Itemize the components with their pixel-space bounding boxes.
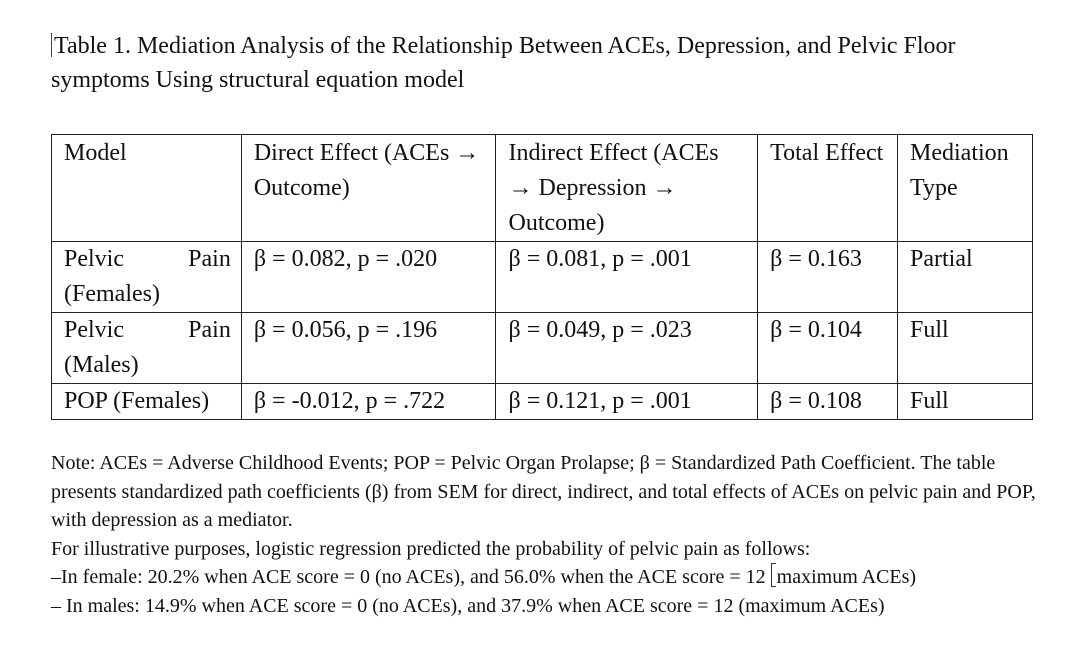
cell-total: β = 0.108 xyxy=(757,383,898,420)
note-illustration: For illustrative purposes, logistic regr… xyxy=(51,537,811,560)
table-caption: Table 1. Mediation Analysis of the Relat… xyxy=(51,29,1051,97)
note-female: –In female: 20.2% when ACE score = 0 (no… xyxy=(51,563,1051,592)
model-text-a: Pelvic xyxy=(64,246,124,272)
note-male: – In males: 14.9% when ACE score = 0 (no… xyxy=(51,594,885,617)
model-text-b: Pain xyxy=(188,246,231,272)
cell-indirect: β = 0.121, p = .001 xyxy=(495,383,759,420)
cell-indirect: β = 0.049, p = .023 xyxy=(495,312,759,384)
table-row: Pelvic Pain (Males) β = 0.056, p = .196 β… xyxy=(51,312,1033,384)
model-text-c: (Males) xyxy=(64,352,139,378)
cell-type: Partial xyxy=(897,241,1033,313)
header-row: Model Direct Effect (ACEs → Outcome) Ind… xyxy=(51,134,1033,242)
model-text-b: Pain xyxy=(188,317,231,343)
caption-text: Table 1. Mediation Analysis of the Relat… xyxy=(51,33,956,93)
model-text-c: (Females) xyxy=(64,281,160,307)
note-female-text: –In female: 20.2% when ACE score = 0 (no… xyxy=(51,566,771,588)
cell-direct: β = -0.012, p = .722 xyxy=(240,383,497,420)
table-note: Note: ACEs = Adverse Childhood Events; P… xyxy=(51,449,1051,620)
header-indirect-effect: Indirect Effect (ACEs → Depression → Out… xyxy=(495,134,759,242)
note-female-text-end: maximum ACEs) xyxy=(776,566,917,588)
cell-model: Pelvic Pain (Females) xyxy=(51,241,242,313)
table-row: POP (Females) β = -0.012, p = .722 β = 0… xyxy=(51,383,1033,420)
header-model: Model xyxy=(51,134,242,242)
note-definitions: Note: ACEs = Adverse Childhood Events; P… xyxy=(51,452,1036,531)
bracket-cursor xyxy=(770,563,776,587)
model-text-a: Pelvic xyxy=(64,317,124,343)
cell-direct: β = 0.082, p = .020 xyxy=(240,241,497,313)
cell-type: Full xyxy=(897,312,1033,384)
cell-indirect: β = 0.081, p = .001 xyxy=(495,241,759,313)
table-row: Pelvic Pain (Females) β = 0.082, p = .020… xyxy=(51,241,1033,313)
header-total-effect: Total Effect xyxy=(757,134,898,242)
header-mediation-type: Mediation Type xyxy=(897,134,1033,242)
text-cursor xyxy=(51,33,53,57)
cell-model: POP (Females) xyxy=(51,383,242,420)
cell-type: Full xyxy=(897,383,1033,420)
cell-total: β = 0.163 xyxy=(757,241,898,313)
mediation-table: Model Direct Effect (ACEs → Outcome) Ind… xyxy=(51,134,1033,420)
cell-model: Pelvic Pain (Males) xyxy=(51,312,242,384)
cell-total: β = 0.104 xyxy=(757,312,898,384)
header-direct-effect: Direct Effect (ACEs → Outcome) xyxy=(240,134,497,242)
cell-direct: β = 0.056, p = .196 xyxy=(240,312,497,384)
